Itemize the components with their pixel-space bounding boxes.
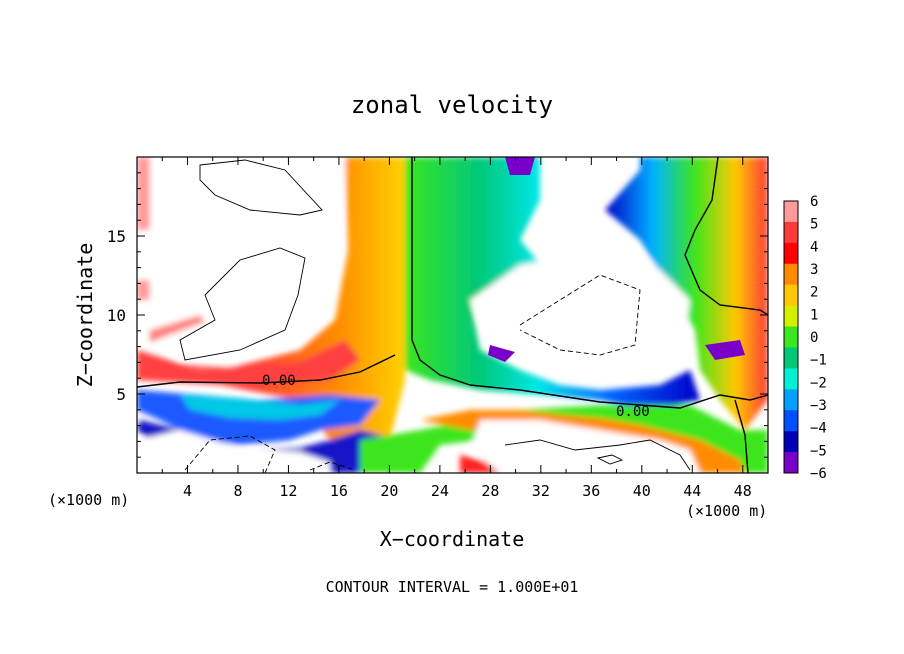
colorbar-label: −1 [810, 353, 827, 369]
y-tick-label: 5 [116, 385, 126, 404]
contour-zero-lowerright [734, 399, 749, 473]
x-axis-label: X−coordinate [380, 527, 525, 551]
x-unit-left: (×1000 m) [48, 491, 129, 509]
colorbar-swatch [784, 305, 798, 328]
colorbar-label: 2 [810, 285, 818, 301]
colorbar-label: 5 [810, 217, 818, 233]
x-tick-label: 8 [233, 482, 242, 500]
x-tick-label: 12 [279, 482, 297, 500]
field-hole-lower-left [137, 430, 330, 473]
field-hole-lower [470, 420, 700, 473]
field-red-lowband [137, 340, 360, 385]
plot-area: 0.00 0.00 [137, 157, 768, 473]
contour-label-left: 0.00 [262, 373, 296, 389]
x-tick-label: 28 [481, 482, 499, 500]
colorbar-label: 3 [810, 262, 818, 278]
colorbar-label: 4 [810, 239, 818, 255]
contour-pos-loop-1 [199, 159, 323, 216]
field-hole-upper-right [470, 245, 690, 375]
field-purple-mid [488, 345, 515, 362]
y-axis-label: Z−coordinate [73, 243, 97, 388]
field-lower-cyan [180, 395, 340, 420]
contour-pos-loop-4 [596, 454, 624, 465]
y-tick-label: 15 [107, 227, 126, 246]
colorbar-swatch [784, 452, 798, 474]
x-unit-right: (×1000 m) [686, 502, 767, 520]
colorbar-swatch [784, 410, 798, 432]
y-tick-label: 10 [107, 306, 126, 325]
colorbar-swatch [784, 431, 798, 453]
x-tick-label: 48 [734, 482, 752, 500]
field-left-streak-mid [137, 280, 150, 300]
contour-zero-vertical [411, 157, 471, 386]
contour-zero-left [137, 354, 396, 388]
colorbar-label: −4 [810, 421, 827, 437]
x-tick-label: 20 [380, 482, 398, 500]
field-left-streak-top [137, 157, 150, 230]
colorbar-label: 1 [810, 307, 818, 323]
x-tick-label: 36 [582, 482, 600, 500]
y-axis: 5 10 15 [107, 172, 768, 458]
x-tick-label: 16 [330, 482, 348, 500]
colorbar-label: −6 [810, 466, 827, 482]
x-tick-label: 4 [183, 482, 192, 500]
field-red-column [137, 157, 405, 473]
colorbar-swatch [784, 221, 798, 244]
field-hole-upper-left [140, 157, 345, 360]
colorbar-swatch [784, 263, 798, 286]
contour-neg-loop-2 [184, 435, 276, 473]
contour-pos-loop-3 [504, 439, 691, 471]
contour-zero-right [469, 384, 768, 409]
colorbar-swatch [784, 242, 798, 265]
colorbar-swatch [784, 347, 798, 369]
contour-interval-note: CONTOUR INTERVAL = 1.000E+01 [326, 578, 579, 596]
colorbar-frame [783, 200, 799, 474]
field-purple-right [705, 340, 745, 360]
colorbar-swatch [784, 368, 798, 390]
colorbar-label: −5 [810, 443, 827, 459]
colorbar-label: 0 [810, 330, 818, 346]
x-tick-label: 44 [683, 482, 701, 500]
field-purple-top [505, 157, 535, 175]
colorbar-label: −2 [810, 375, 827, 391]
contour-pos-loop-2 [179, 247, 306, 361]
contour-dashed-lines [184, 274, 641, 473]
x-axis: 4 8 12 16 20 24 28 32 36 40 44 48 [161, 157, 752, 500]
x-tick-label: 24 [431, 482, 449, 500]
contour-thin-lines [179, 159, 691, 471]
field-right-band [605, 157, 768, 430]
field-blue-column [405, 157, 700, 410]
x-tick-label: 32 [532, 482, 550, 500]
colorbar: 6 5 4 3 2 1 0 −1 −2 −3 −4 −5 −6 [783, 194, 827, 482]
colorbar-label: −3 [810, 398, 827, 414]
colorbar-swatch [784, 284, 798, 307]
contour-neg-loop-1 [519, 274, 641, 356]
colorbar-swatch [784, 326, 798, 348]
colorbar-label: 6 [810, 194, 818, 210]
contour-zero-upperright [684, 157, 768, 316]
colorbar-swatch [784, 201, 798, 223]
velocity-field [137, 157, 768, 473]
field-lower-deepblue [137, 420, 410, 473]
contour-label-right: 0.00 [616, 404, 650, 420]
contour-lines [137, 157, 768, 473]
chart-title: zonal velocity [351, 91, 553, 119]
field-left-streak-low [150, 315, 205, 342]
x-tick-label: 40 [633, 482, 651, 500]
colorbar-swatch [784, 389, 798, 411]
